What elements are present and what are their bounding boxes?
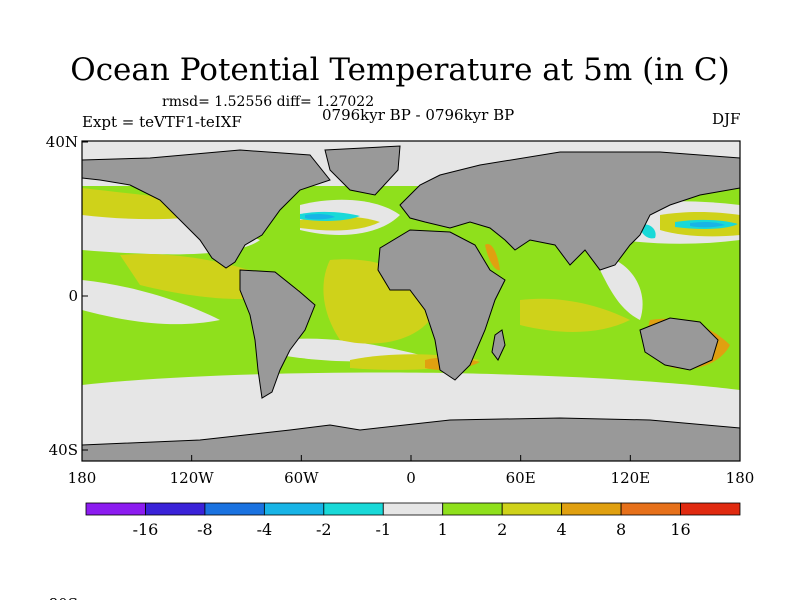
colorbar-swatch: [620, 502, 681, 516]
stats-text: rmsd= 1.52556 diff= 1.27022: [162, 94, 375, 110]
lon-tick-label: 180: [68, 469, 97, 487]
cold-regions: [305, 213, 725, 228]
africa: [377, 229, 506, 381]
lon-tick-label: 60W: [284, 469, 319, 487]
colorbar-swatch: [442, 502, 503, 516]
south-america: [239, 269, 316, 399]
colorbar-label: 8: [615, 520, 627, 539]
period-label: 0796kyr BP - 0796kyr BP: [322, 106, 515, 124]
madagascar: [491, 329, 506, 361]
lat-tick-label: 40N: [46, 133, 78, 151]
colorbar-swatch: [501, 502, 563, 516]
colorbar-label: -16: [132, 520, 159, 539]
colorbar-swatch: [263, 502, 325, 516]
colorbar-swatch: [85, 502, 146, 516]
colorbar: [85, 502, 741, 516]
lat-tick-label: 80S: [49, 595, 78, 600]
longitude-axis: 180 120W 60W 0 60E 120E 180: [68, 455, 755, 487]
north-america: [82, 149, 331, 269]
colorbar-label: 16: [670, 520, 691, 539]
season-label: DJF: [712, 110, 741, 128]
lon-tick-label: 60E: [506, 469, 536, 487]
colorbar-swatch: [204, 502, 265, 516]
lon-tick-label: 120W: [170, 469, 215, 487]
lon-tick-label: 0: [406, 469, 416, 487]
colorbar-label: -8: [197, 520, 213, 539]
colorbar-swatch: [323, 502, 384, 516]
australia: [639, 317, 719, 371]
colorbar-swatch: [382, 502, 444, 516]
colorbar-label: 2: [497, 520, 508, 539]
lon-tick-label: 180: [726, 469, 755, 487]
lat-tick-label: 40S: [49, 441, 78, 459]
colorbar-label: -2: [316, 520, 332, 539]
latitude-axis: 80N40N040S80S: [46, 133, 88, 600]
experiment-label: Expt = teVTF1-teIXF: [82, 113, 242, 131]
lon-tick-label: 120E: [611, 469, 651, 487]
colorbar-swatch: [561, 502, 622, 516]
colorbar-swatch: [680, 502, 741, 516]
warm-regions: [82, 188, 740, 370]
map-title: Ocean Potential Temperature at 5m (in C): [70, 52, 730, 88]
land-masses: [82, 145, 740, 461]
colorbar-label: -1: [375, 520, 392, 539]
colorbar-swatch: [145, 502, 206, 516]
colorbar-label: 1: [437, 520, 448, 539]
colorbar-label: -4: [256, 520, 273, 539]
antarctica: [82, 417, 740, 461]
eurasia: [399, 151, 740, 271]
greenland: [324, 145, 401, 196]
colorbar-label: 4: [556, 520, 567, 539]
lat-tick-label: 0: [68, 287, 78, 305]
map-plot-area: [82, 141, 740, 461]
